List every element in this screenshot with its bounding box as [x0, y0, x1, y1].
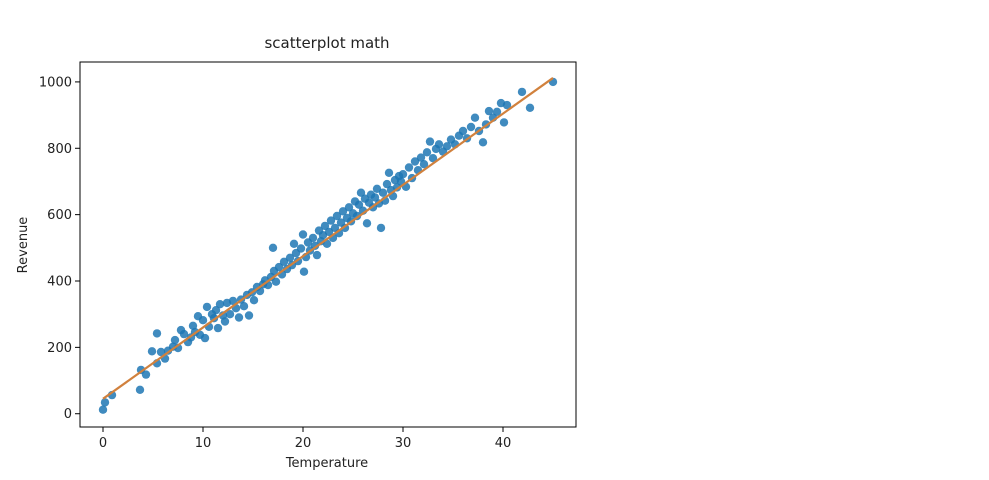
y-tick-label: 200: [47, 341, 72, 356]
regression-line-layer: [102, 77, 554, 400]
x-axis-label: Temperature: [285, 456, 368, 471]
data-point: [249, 296, 259, 305]
data-point: [428, 154, 438, 163]
data-point: [434, 140, 444, 149]
data-point: [308, 233, 318, 243]
data-point: [502, 100, 512, 110]
data-point: [344, 203, 354, 212]
data-point: [279, 257, 289, 266]
data-point: [198, 316, 208, 325]
data-point: [372, 184, 382, 193]
data-point: [215, 300, 225, 309]
data-point: [268, 243, 278, 252]
data-point: [312, 250, 322, 260]
data-point: [376, 223, 386, 233]
data-point: [470, 113, 480, 122]
regression-line: [102, 77, 554, 400]
x-tick-label: 0: [99, 436, 107, 451]
data-point: [422, 148, 432, 157]
x-tick-label: 30: [395, 436, 412, 451]
data-point: [356, 188, 366, 197]
data-point: [525, 103, 535, 113]
data-point: [202, 302, 212, 312]
x-tick-label: 20: [295, 436, 312, 451]
x-tick-label: 40: [495, 436, 512, 451]
data-point: [298, 230, 308, 239]
data-point: [425, 137, 435, 146]
data-point: [378, 188, 388, 197]
data-point: [220, 317, 230, 326]
data-point: [285, 253, 295, 262]
data-point: [398, 170, 408, 179]
data-point: [289, 239, 299, 248]
y-axis-label: Revenue: [16, 217, 31, 274]
y-tick-label: 400: [47, 275, 72, 290]
data-point: [354, 200, 364, 209]
data-point: [188, 321, 198, 330]
data-point: [225, 310, 235, 319]
data-point: [324, 227, 334, 237]
chart-title: scatterplot math: [264, 34, 389, 52]
data-point: [416, 153, 426, 162]
data-point: [499, 118, 509, 127]
data-point: [211, 306, 221, 315]
data-point: [271, 277, 281, 286]
data-point: [404, 163, 414, 172]
data-point: [458, 126, 468, 136]
data-point: [492, 107, 502, 117]
plot-frame: [79, 61, 577, 428]
data-point: [152, 329, 162, 338]
data-point: [100, 398, 110, 407]
data-point: [384, 168, 394, 177]
y-tick-label: 800: [47, 142, 72, 157]
y-tick-label: 600: [47, 208, 72, 223]
data-point: [338, 207, 348, 216]
data-point: [419, 160, 429, 169]
data-point: [478, 138, 488, 147]
data-point: [156, 347, 166, 357]
data-point: [135, 385, 145, 394]
data-point: [244, 311, 254, 320]
data-point: [234, 313, 244, 322]
y-tick-label: 1000: [39, 75, 72, 90]
data-point: [98, 405, 108, 414]
data-point: [228, 296, 238, 306]
data-point: [320, 221, 330, 231]
data-point: [179, 329, 189, 339]
data-point: [362, 219, 372, 228]
data-point: [332, 211, 342, 221]
data-point: [170, 335, 180, 345]
data-point: [370, 193, 380, 202]
data-point: [141, 370, 151, 379]
data-point: [484, 106, 494, 116]
data-point: [442, 142, 452, 151]
data-point: [274, 262, 284, 272]
x-tick-label: 10: [195, 436, 212, 451]
data-point: [326, 216, 336, 225]
data-point: [147, 347, 157, 356]
points-layer: [98, 77, 558, 414]
data-point: [239, 302, 249, 311]
data-point: [296, 244, 306, 253]
y-tick-label: 0: [64, 407, 72, 422]
data-point: [213, 323, 223, 333]
data-point: [517, 87, 527, 97]
data-point: [299, 267, 309, 276]
data-point: [410, 157, 420, 166]
data-point: [200, 333, 210, 343]
data-point: [466, 122, 476, 132]
data-point: [382, 179, 392, 189]
